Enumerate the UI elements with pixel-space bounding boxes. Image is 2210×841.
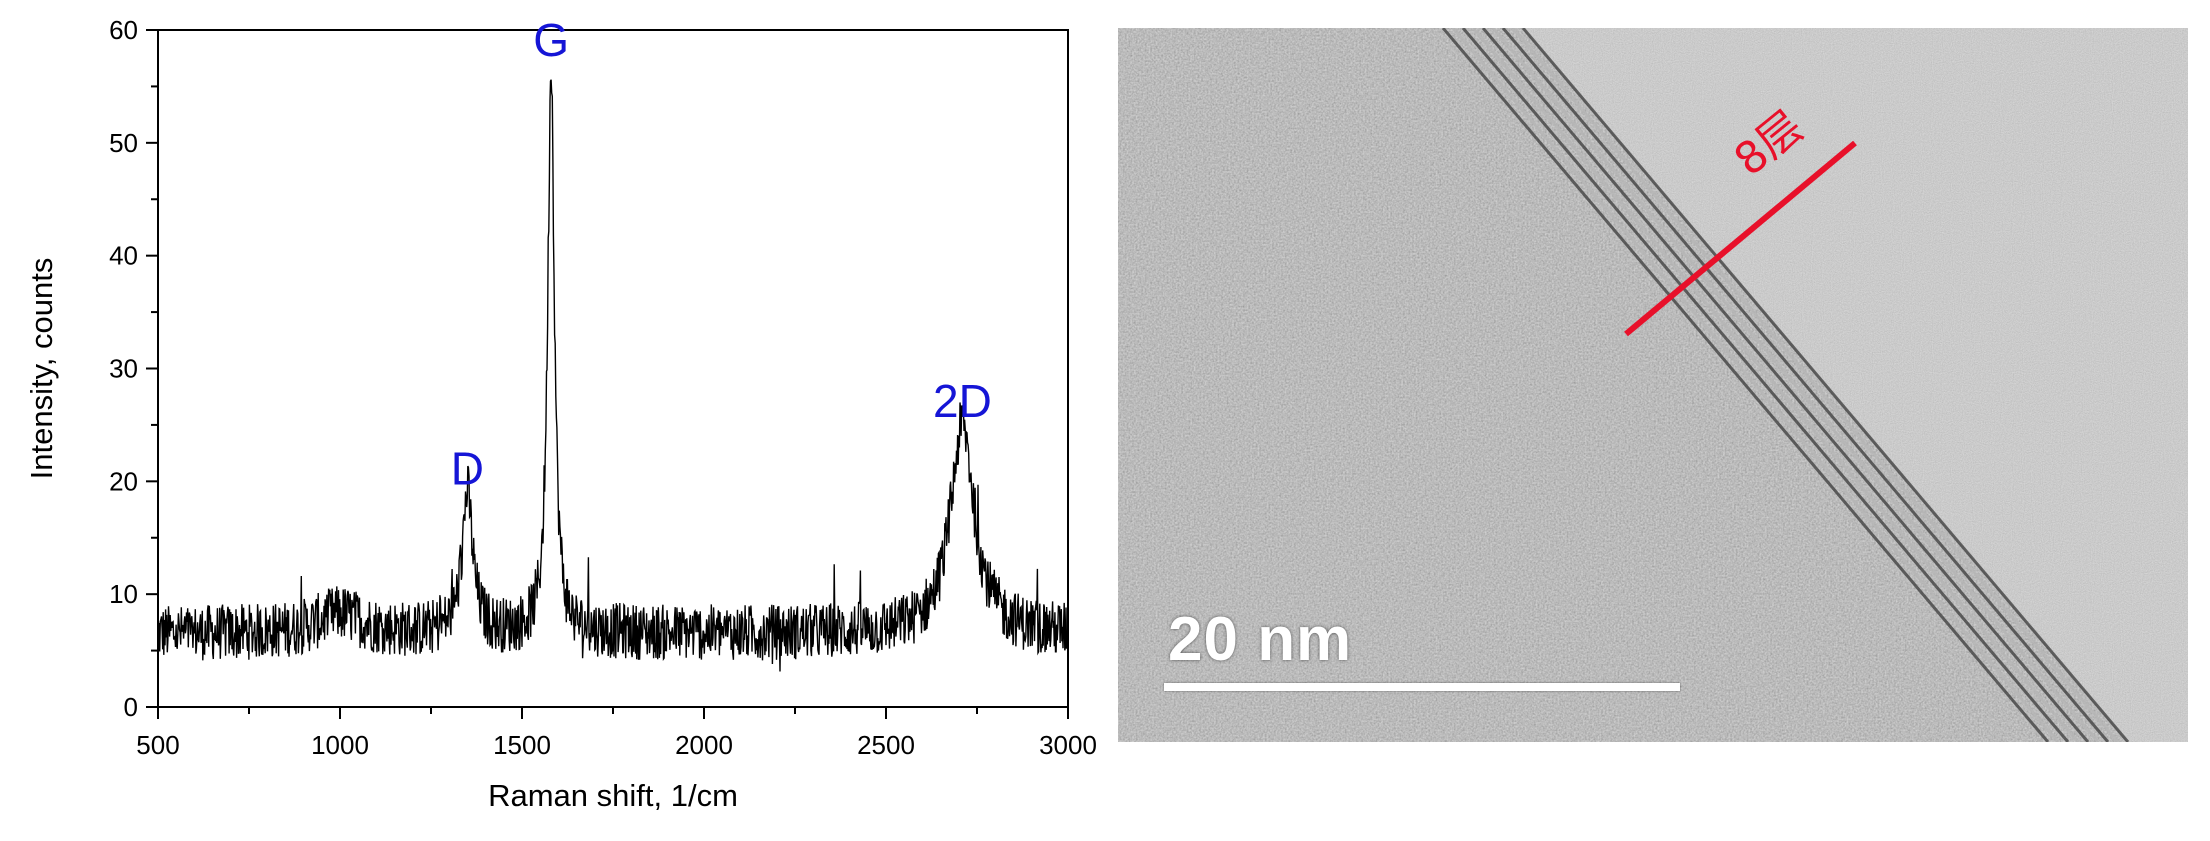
tem-micrograph: 8层 20 nm [1118,28,2188,742]
y-tick-label: 60 [109,15,138,45]
scale-bar [1164,683,1680,691]
x-axis-title: Raman shift, 1/cm [488,778,738,813]
y-tick-label: 10 [109,579,138,609]
layer-measure-line [1624,140,1857,337]
raman-spectrum-chart: 500 1000 1500 2000 2500 3000 0 10 20 30 40 50 60 D G… [24,14,1097,813]
lattice-fringe [1471,28,2080,742]
lattice-fringe [1511,28,2120,742]
lattice-fringe [1481,28,2090,742]
graphene-layer-fringes [1441,28,2130,742]
x-tick-label: 1500 [493,730,551,760]
lattice-fringe [1501,28,2110,742]
spectrum-line [157,79,1069,672]
lattice-fringe [1461,28,2070,742]
x-tick-label: 2500 [857,730,915,760]
peak-label-D: D [451,443,484,495]
y-axis-title: Intensity, counts [24,258,59,480]
x-axis-ticks: 500 1000 1500 2000 2500 3000 [136,707,1097,760]
lattice-fringe [1441,28,2050,742]
x-tick-label: 2000 [675,730,733,760]
x-tick-label: 1000 [311,730,369,760]
y-tick-label: 20 [109,466,138,496]
peak-label-2D: 2D [933,375,992,427]
lattice-fringe [1521,28,2130,742]
y-axis-ticks: 0 10 20 30 40 50 60 [109,15,158,722]
y-tick-label: 0 [124,692,138,722]
peak-label-G: G [533,14,569,66]
tem-image-texture [1118,28,2188,742]
lattice-fringe [1491,28,2100,742]
lattice-fringe [1451,28,2060,742]
x-tick-label: 3000 [1039,730,1097,760]
y-tick-label: 30 [109,354,138,384]
peak-labels: D G 2D [451,14,992,495]
y-tick-label: 40 [109,241,138,271]
x-tick-label: 500 [136,730,179,760]
y-tick-label: 50 [109,128,138,158]
scale-bar-label: 20 nm [1168,605,1353,674]
plot-frame [157,29,1069,708]
